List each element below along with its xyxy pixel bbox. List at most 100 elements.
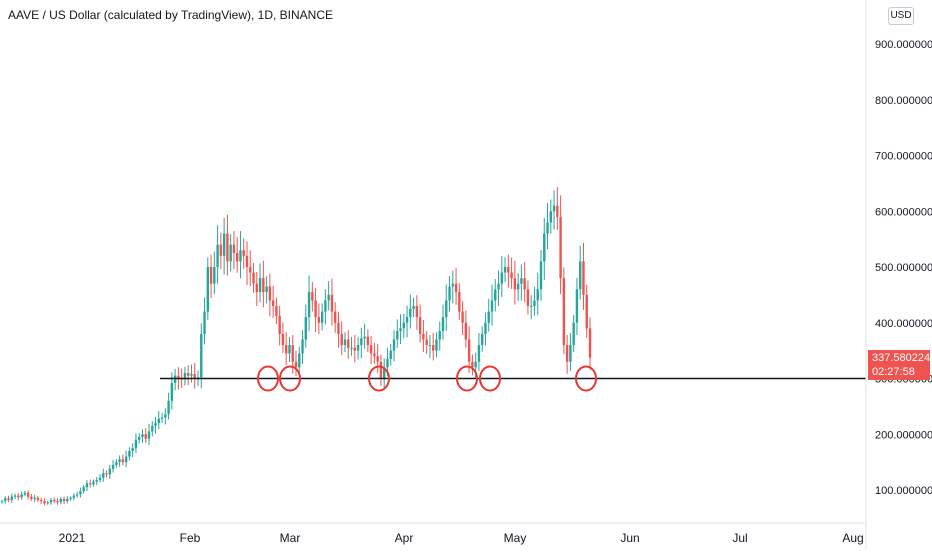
candle-body [585, 294, 588, 329]
candle-body [183, 372, 187, 380]
candle-body [530, 306, 533, 308]
x-tick-label: Apr [395, 531, 414, 545]
candle-body [445, 300, 448, 318]
candle-body [36, 497, 40, 501]
candle-body [62, 498, 66, 502]
candle-body [301, 339, 304, 354]
candle-body [226, 233, 229, 262]
candle-body [53, 500, 56, 502]
candle-body [330, 294, 334, 312]
last-price-value: 337.580224 [872, 352, 931, 364]
candle-body [507, 267, 510, 273]
candle-body [271, 300, 275, 307]
candle-body [10, 496, 13, 501]
candle-body [363, 336, 366, 339]
candle-body [510, 272, 513, 279]
y-tick-label: 400.000000 [875, 318, 932, 330]
candle-body [503, 267, 507, 273]
candle-body [164, 414, 167, 418]
support-touch-circle [575, 365, 597, 392]
candle-body [291, 345, 294, 362]
candle-body [170, 382, 174, 401]
candle-body [154, 423, 157, 426]
candle-body [121, 459, 125, 463]
candle-body [307, 292, 311, 318]
candle-body [425, 339, 428, 346]
candle-body [484, 322, 487, 334]
candle-body [108, 468, 111, 475]
candle-body [245, 255, 249, 267]
candle-body [366, 336, 370, 346]
candle-body [200, 333, 203, 378]
candle-body [4, 498, 7, 502]
candle-body [409, 308, 412, 318]
candle-body [311, 292, 314, 301]
candle-body [458, 292, 461, 312]
candle-body [219, 244, 223, 256]
candle-body [40, 500, 43, 502]
candle-body [559, 216, 562, 279]
candle-body [523, 278, 526, 290]
candle-body [56, 501, 59, 503]
candle-body [249, 267, 252, 273]
candle-body [392, 339, 396, 351]
candle-body [320, 311, 324, 323]
candle-body [209, 267, 213, 284]
candle-body [562, 278, 566, 346]
candle-body [222, 233, 226, 256]
candle-body [193, 374, 196, 379]
support-touch-circle [279, 365, 301, 392]
candle-body [360, 338, 363, 346]
candle-body [565, 345, 569, 362]
candle-body [317, 317, 321, 323]
candle-body [422, 333, 425, 340]
candle-body [383, 367, 386, 379]
candle-body [477, 345, 481, 362]
candle-body [229, 244, 232, 262]
candle-body [46, 502, 49, 504]
candle-body [69, 497, 72, 499]
candle-body [353, 347, 356, 351]
candle-body [500, 272, 503, 284]
candle-body [334, 311, 337, 323]
candle-body [0, 501, 4, 503]
candle-body [467, 339, 471, 362]
candle-body [314, 300, 317, 318]
candle-body [115, 462, 118, 465]
candle-body [7, 498, 10, 501]
candle-body [17, 495, 20, 498]
currency-button[interactable]: USD [888, 7, 914, 25]
candle-body [20, 494, 23, 498]
candle-body [356, 345, 360, 351]
candle-body [396, 331, 399, 340]
candle-body [448, 286, 451, 301]
candle-body [131, 448, 134, 451]
candle-body [239, 250, 242, 262]
candle-body [13, 495, 17, 497]
candle-body [572, 322, 575, 346]
candle-body [405, 317, 409, 323]
last-price-tag: 337.580224 02:27:58 [868, 350, 930, 380]
candle-body [438, 331, 441, 340]
candle-body [265, 286, 268, 293]
candle-body [412, 306, 415, 309]
candle-body [177, 375, 180, 379]
candle-body [497, 283, 500, 290]
candle-body [327, 294, 330, 301]
candle-body [95, 479, 98, 482]
y-tick-label: 100.000000 [875, 485, 932, 497]
support-touch-circle [479, 365, 501, 392]
candle-body [474, 361, 477, 368]
y-tick-label: 500.000000 [875, 262, 932, 274]
candle-body [513, 278, 517, 290]
candle-body [216, 244, 219, 267]
candle-body [324, 300, 327, 312]
candle-body [281, 333, 285, 346]
candle-body [23, 492, 27, 495]
candle-body [340, 333, 343, 346]
candle-body [441, 317, 445, 332]
candle-body [533, 300, 536, 307]
candle-body [379, 361, 383, 379]
